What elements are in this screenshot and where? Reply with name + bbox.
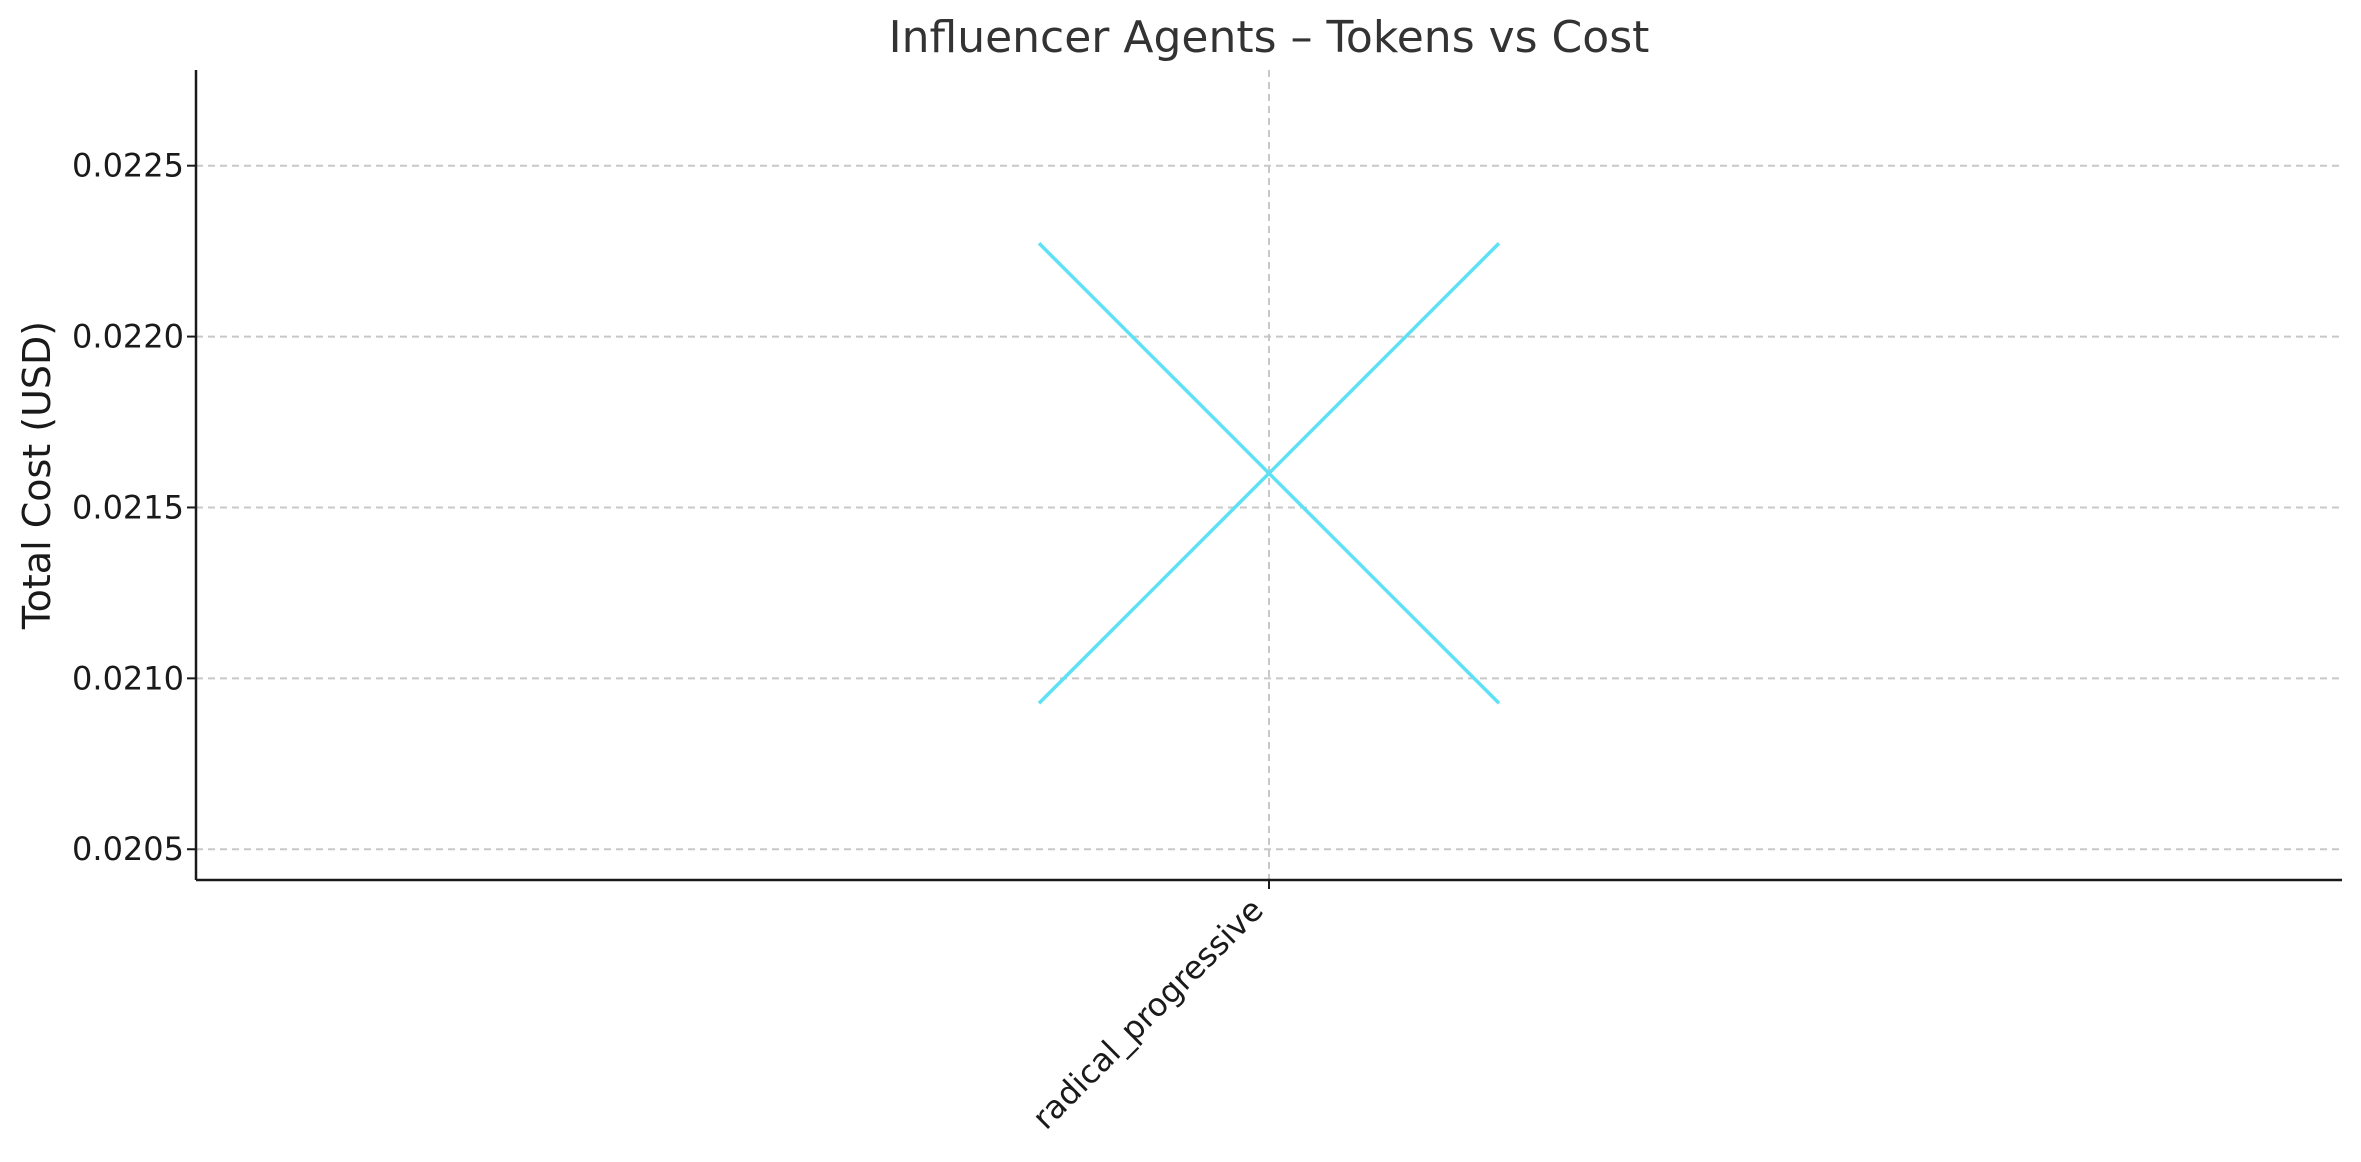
y-tick-label: 0.0205 xyxy=(72,830,184,868)
marker-stroke xyxy=(1037,242,1501,705)
x-tick-label: radical_progressive xyxy=(1025,891,1271,1137)
y-axis-label: Total Cost (USD) xyxy=(15,321,59,630)
chart-title: Influencer Agents – Tokens vs Cost xyxy=(889,12,1650,63)
y-tick-label: 0.0215 xyxy=(72,488,184,526)
y-tick-label: 0.0210 xyxy=(72,659,184,697)
data-points xyxy=(1037,242,1501,705)
y-tick-label: 0.0225 xyxy=(72,147,184,185)
grid xyxy=(196,70,2342,880)
y-tick-label: 0.0220 xyxy=(72,318,184,356)
data-point-x-marker xyxy=(1037,242,1501,705)
